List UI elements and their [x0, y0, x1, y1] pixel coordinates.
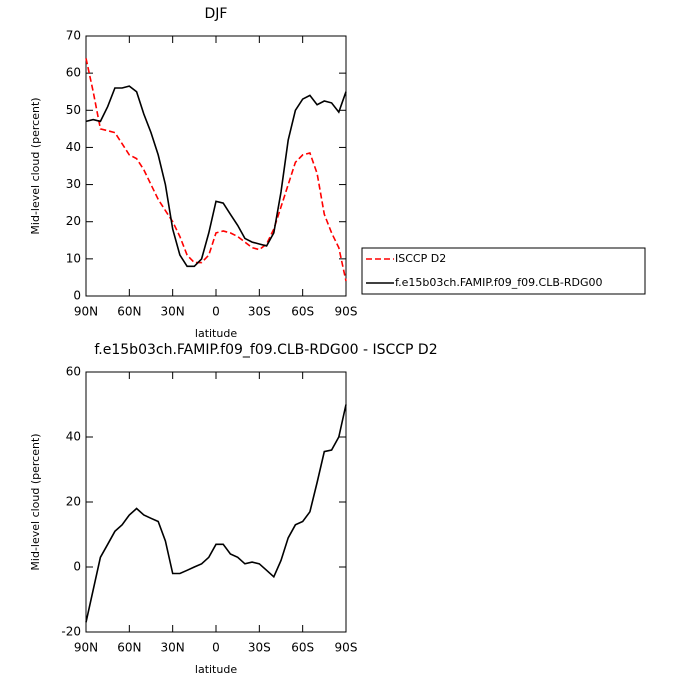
- x-axis-label: latitude: [195, 663, 237, 676]
- y-tick-label: 70: [66, 29, 81, 43]
- y-tick-label: 30: [66, 177, 81, 191]
- data-line: [85, 58, 347, 282]
- y-tick-label: 0: [73, 560, 81, 574]
- x-tick-label: 60N: [117, 641, 141, 655]
- x-tick-label: 60N: [117, 305, 141, 319]
- y-tick-label: 50: [66, 103, 81, 117]
- y-tick-label: 60: [66, 66, 81, 80]
- x-tick-label: 60S: [291, 641, 314, 655]
- y-tick-label: 20: [66, 495, 81, 509]
- y-tick-label: 0: [73, 289, 81, 303]
- y-axis-label: Mid-level cloud (percent): [29, 97, 42, 234]
- y-tick-label: 20: [66, 214, 81, 228]
- x-tick-label: 90N: [74, 641, 98, 655]
- x-axis-label: latitude: [195, 327, 237, 340]
- x-tick-label: 60S: [291, 305, 314, 319]
- y-tick-label: 60: [66, 365, 81, 379]
- legend-label: f.e15b03ch.FAMIP.f09_f09.CLB-RDG00: [395, 276, 603, 289]
- legend-label: ISCCP D2: [395, 252, 446, 265]
- chart-title: f.e15b03ch.FAMIP.f09_f09.CLB-RDG00 - ISC…: [94, 342, 437, 358]
- y-tick-label: 10: [66, 251, 81, 265]
- plot-frame: [85, 371, 347, 633]
- x-tick-label: 0: [212, 305, 220, 319]
- x-tick-label: 90S: [335, 641, 358, 655]
- data-line: [85, 85, 347, 268]
- x-tick-label: 90S: [335, 305, 358, 319]
- x-tick-label: 30S: [248, 305, 271, 319]
- y-axis-label: Mid-level cloud (percent): [29, 433, 42, 570]
- chart-title: DJF: [205, 6, 228, 22]
- x-tick-label: 90N: [74, 305, 98, 319]
- y-tick-label: 40: [66, 140, 81, 154]
- y-tick-label: -20: [61, 625, 81, 639]
- x-tick-label: 0: [212, 641, 220, 655]
- x-tick-label: 30N: [161, 305, 185, 319]
- legend-box: [361, 247, 646, 295]
- data-line: [85, 404, 347, 623]
- x-tick-label: 30S: [248, 641, 271, 655]
- y-tick-label: 40: [66, 430, 81, 444]
- plot-frame: [85, 35, 347, 297]
- x-tick-label: 30N: [161, 641, 185, 655]
